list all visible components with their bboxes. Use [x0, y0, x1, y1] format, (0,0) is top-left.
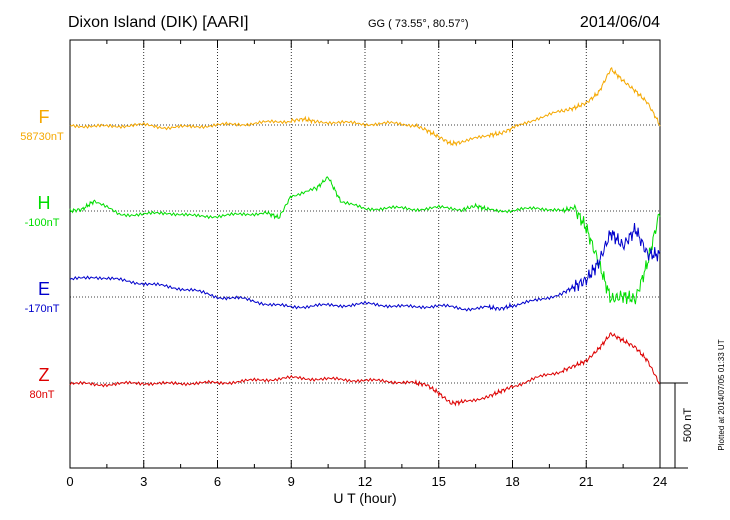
x-tick-label: 3: [140, 474, 147, 489]
x-axis-ticks: [69, 40, 661, 468]
series-baseline-h: -100nT: [25, 217, 60, 229]
x-axis-tick-labels: 0 3 6 9 12 15 18 21 24: [66, 474, 667, 489]
x-axis-label: U T (hour): [333, 490, 396, 506]
x-tick-label: 9: [288, 474, 295, 489]
series-name-h: H: [38, 193, 51, 213]
series-line-f: [69, 67, 661, 147]
series-baseline-z: 80nT: [29, 389, 54, 401]
x-tick-label: 21: [579, 474, 593, 489]
series-name-z: Z: [39, 365, 50, 385]
series-line-h: [69, 176, 661, 305]
series-labels: F 58730nT H -100nT E -170nT Z 80nT: [20, 107, 64, 401]
series-lines: [69, 67, 661, 407]
x-tick-label: 6: [214, 474, 221, 489]
scale-bar-label: 500 nT: [682, 408, 694, 443]
series-baselines: [70, 124, 660, 384]
scale-bar: 500 nT: [660, 382, 694, 469]
series-line-e: [69, 223, 661, 312]
chart-date: 2014/06/04: [580, 14, 660, 31]
station-title: Dixon Island (DIK) [AARI]: [68, 14, 249, 31]
x-tick-label: 12: [358, 474, 372, 489]
geographic-coords: GG ( 73.55°, 80.57°): [368, 18, 469, 30]
x-tick-label: 24: [653, 474, 667, 489]
x-tick-label: 18: [505, 474, 519, 489]
series-line-z: [69, 332, 661, 407]
series-baseline-f: 58730nT: [20, 131, 64, 143]
grid-lines: [143, 40, 587, 468]
series-name-f: F: [39, 107, 50, 127]
series-baseline-e: -170nT: [25, 303, 60, 315]
x-tick-label: 15: [432, 474, 446, 489]
plotted-timestamp: Plotted at 2014/07/05 01:33 UT: [717, 339, 726, 450]
series-name-e: E: [38, 279, 50, 299]
x-tick-label: 0: [66, 474, 73, 489]
